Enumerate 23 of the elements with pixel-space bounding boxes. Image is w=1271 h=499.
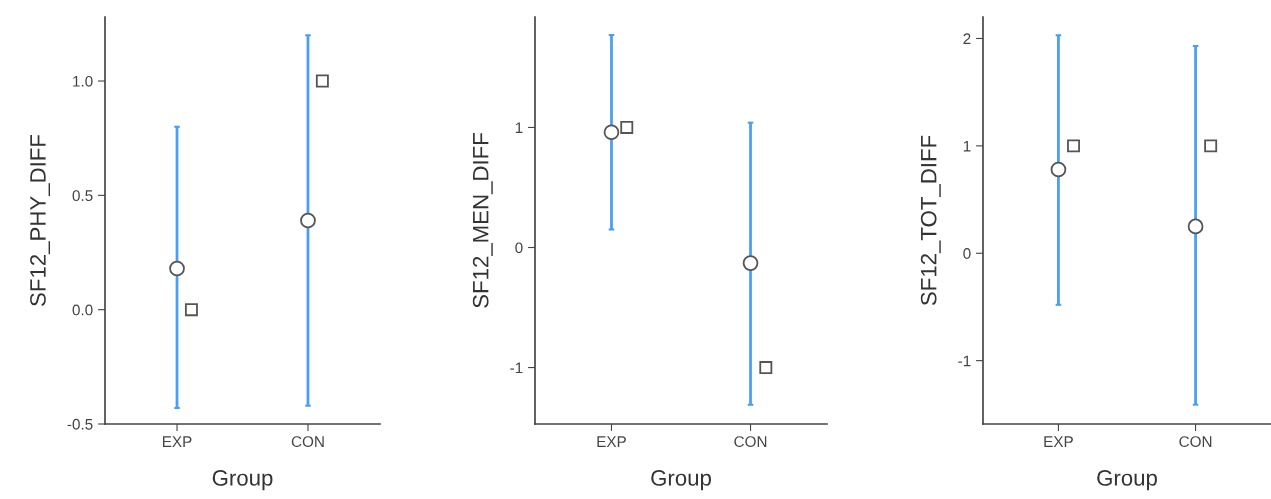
y-tick-label: -0.5 (67, 418, 93, 430)
y-tick-label: 2 (963, 33, 971, 45)
x-axis-title: Group (212, 470, 273, 491)
y-tick-label: 0 (963, 248, 971, 259)
x-tick-label: EXP (1044, 436, 1073, 447)
x-axis-title: Group (1097, 470, 1157, 491)
y-axis-title: SF12_PHY_DIFF (30, 134, 51, 306)
x-tick-label: CON (734, 436, 767, 448)
y-tick-label: 0.5 (72, 190, 93, 202)
x-tick-label: CON (1179, 436, 1212, 448)
y-axis-title: SF12_TOT_DIFF (920, 135, 941, 306)
y-tick-label: 1 (515, 122, 523, 133)
y-tick-label: -1 (510, 362, 523, 374)
y-axis-title: SF12_MEN_DIFF (472, 133, 493, 308)
y-tick-label: 0 (515, 242, 523, 254)
y-tick-label: -1 (958, 355, 971, 367)
x-tick-label: CON (291, 436, 324, 448)
y-tick-label: 1.0 (73, 75, 93, 87)
x-axis-title: Group (651, 470, 711, 491)
y-tick-label: 0.0 (72, 304, 93, 316)
y-tick-label: 1 (963, 140, 971, 152)
x-tick-label: EXP (162, 436, 192, 447)
x-tick-label: EXP (597, 436, 626, 447)
